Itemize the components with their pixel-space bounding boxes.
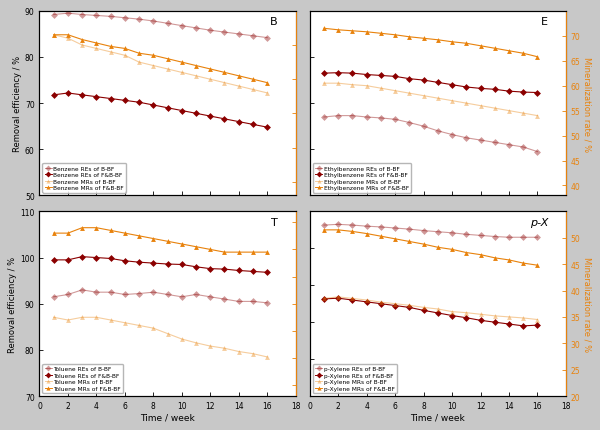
Y-axis label: Mineralization rate / %: Mineralization rate / % (583, 56, 592, 151)
X-axis label: Time / week: Time / week (410, 413, 465, 422)
Text: p-X: p-X (530, 218, 548, 227)
Y-axis label: Removal efficiency / %: Removal efficiency / % (8, 256, 17, 352)
Y-axis label: Mineralization rate / %: Mineralization rate / % (583, 257, 592, 351)
Text: E: E (541, 17, 548, 28)
Legend: Toluene REs of B-BF, Toluene REs of F&B-BF, Toluene MRs of B-BF, Toluene MRs of : Toluene REs of B-BF, Toluene REs of F&B-… (43, 364, 124, 393)
Text: B: B (270, 17, 278, 28)
Text: T: T (271, 218, 278, 227)
X-axis label: Time / week: Time / week (140, 413, 195, 422)
Legend: Benzene REs of B-BF, Benzene REs of F&B-BF, Benzene MRs of B-BF, Benzene MRs of : Benzene REs of B-BF, Benzene REs of F&B-… (43, 164, 127, 193)
Y-axis label: Removal efficiency / %: Removal efficiency / % (13, 56, 22, 152)
Legend: p-Xylene REs of B-BF, p-Xylene REs of F&B-BF, p-Xylene MRs of B-BF, p-Xylene MRs: p-Xylene REs of B-BF, p-Xylene REs of F&… (313, 364, 397, 393)
Legend: Ethylbenzene REs of B-BF, Ethylbenzene REs of F&B-BF, Ethylbenzene MRs of B-BF, : Ethylbenzene REs of B-BF, Ethylbenzene R… (313, 164, 411, 193)
